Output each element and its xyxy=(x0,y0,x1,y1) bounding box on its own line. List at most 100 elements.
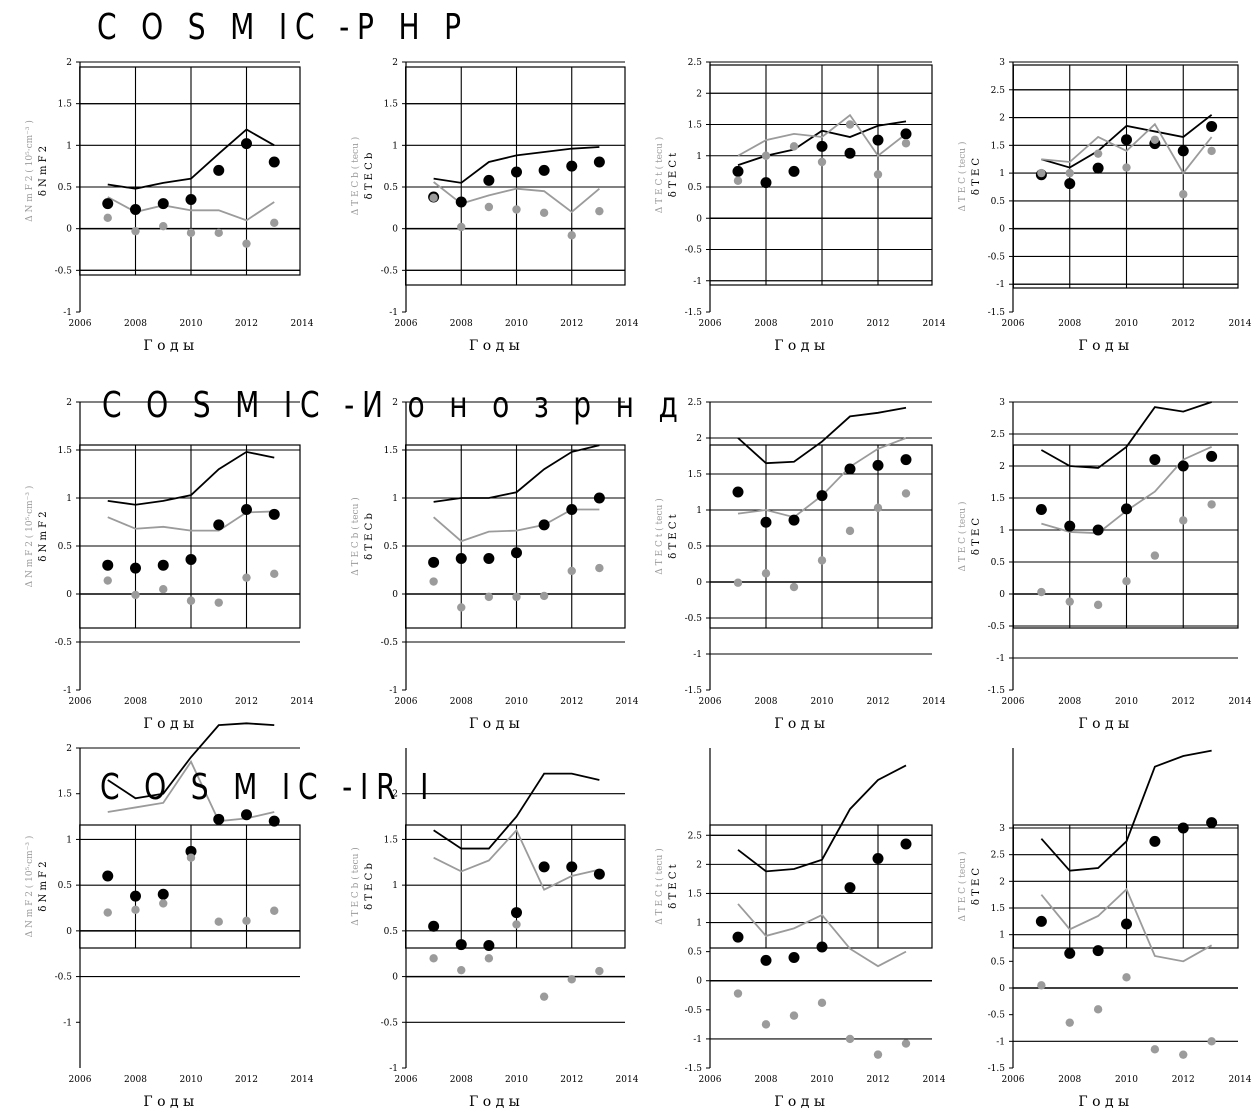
y-axis-label-delta-rel: δ T E C b xyxy=(364,513,375,560)
data-point-black xyxy=(1149,454,1161,466)
data-point-gray xyxy=(1122,577,1131,586)
y-tick-label: -0.5 xyxy=(55,638,73,648)
y-tick-label: -1 xyxy=(389,308,398,318)
data-point-gray xyxy=(761,569,771,578)
data-point-gray xyxy=(873,1050,883,1059)
data-point-gray xyxy=(429,577,438,586)
y-tick-label: 1 xyxy=(66,494,72,504)
x-tick-label: 2008 xyxy=(450,319,473,329)
x-tick-label: 2014 xyxy=(616,1075,639,1085)
x-axis-label: Г о д ы xyxy=(1078,716,1129,732)
y-axis-label-delta-rel: δ T E C b xyxy=(364,153,375,200)
y-tick-label: -1 xyxy=(996,1037,1005,1047)
y-tick-label: 1 xyxy=(392,141,398,151)
y-tick-label: 1.5 xyxy=(991,141,1006,151)
chart-9: -1 -0.5 0 0.5 1 1.5 2 2006 2008 2010 2012 2014 Г о д… xyxy=(24,722,314,1110)
x-tick-label: 2010 xyxy=(180,319,203,329)
y-tick-label: -1 xyxy=(389,686,398,696)
data-point-gray xyxy=(457,965,466,975)
y-tick-label: -0.5 xyxy=(988,252,1006,262)
chart-2: -1 -0.5 0 0.5 1 1.5 2 2006 2008 2010 2012 2014 Г о д… xyxy=(350,58,639,354)
data-point-black xyxy=(844,147,856,159)
data-point-gray xyxy=(429,193,438,203)
y-tick-label: 1 xyxy=(696,919,702,929)
plot-frame xyxy=(79,444,301,629)
y-axis-label-delta-abs: Δ T E C t ( tecu ) xyxy=(654,848,665,924)
y-tick-label: 0 xyxy=(696,977,702,987)
data-point-black xyxy=(566,861,578,873)
data-point-gray xyxy=(512,920,521,929)
row-title-iri: C O S M IC -IR I xyxy=(100,767,437,808)
y-tick-label: 0.5 xyxy=(991,957,1006,967)
data-point-gray xyxy=(270,218,279,228)
data-point-gray xyxy=(512,205,521,214)
data-point-black xyxy=(268,508,280,520)
y-tick-label: 1 xyxy=(66,835,72,845)
y-tick-label: 2.5 xyxy=(688,58,703,68)
y-tick-label: 2.5 xyxy=(688,831,703,841)
chart-3: -1.5 -1 -0.5 0 0.5 1 1.5 2 2.5 2006 2008 2010 2012 20… xyxy=(654,58,946,354)
y-tick-label: 0 xyxy=(66,590,72,600)
data-point-gray xyxy=(131,905,140,915)
y-axis-label-delta-abs: Δ T E C b ( tecu ) xyxy=(350,497,361,576)
y-tick-label: 0.5 xyxy=(58,183,73,193)
x-axis-label: Г о д ы xyxy=(143,338,194,354)
data-point-gray xyxy=(242,916,251,925)
y-tick-label: 0 xyxy=(392,590,398,600)
y-tick-label: -1 xyxy=(693,650,702,660)
data-point-black xyxy=(1206,120,1218,132)
y-tick-label: 2 xyxy=(999,877,1005,887)
x-tick-label: 2012 xyxy=(560,319,583,329)
y-tick-label: -0.5 xyxy=(381,266,399,276)
data-point-gray xyxy=(1150,551,1160,560)
x-tick-label: 2012 xyxy=(1172,319,1195,329)
data-point-black xyxy=(1121,503,1132,515)
data-point-gray xyxy=(817,998,827,1008)
y-tick-label: -0.5 xyxy=(55,266,73,276)
data-point-black xyxy=(844,463,856,475)
x-axis-label: Г о д ы xyxy=(774,1094,825,1110)
data-point-black xyxy=(1121,918,1132,930)
x-tick-label: 2014 xyxy=(291,697,314,707)
y-tick-label: 0 xyxy=(696,214,702,224)
y-axis-label-delta-rel: δ N m F 2 xyxy=(38,146,49,196)
y-tick-label: 1.5 xyxy=(991,904,1006,914)
y-tick-label: -1.5 xyxy=(685,1064,703,1074)
y-tick-label: 1.5 xyxy=(58,446,73,456)
y-axis-label-delta-rel: δ T E C xyxy=(971,158,982,196)
data-point-black xyxy=(157,559,169,571)
data-point-black xyxy=(538,861,550,873)
data-point-gray xyxy=(1037,981,1046,990)
data-point-gray xyxy=(1037,587,1046,597)
x-tick-label: 2010 xyxy=(505,697,528,707)
y-tick-label: 1.5 xyxy=(58,790,73,800)
data-point-black xyxy=(483,939,495,951)
data-point-black xyxy=(760,177,772,189)
data-point-gray xyxy=(789,1011,799,1020)
data-point-gray xyxy=(1179,1050,1188,1059)
y-tick-label: -0.5 xyxy=(685,614,703,624)
data-point-gray xyxy=(845,1034,855,1044)
y-tick-label: 2 xyxy=(392,58,398,68)
data-point-black xyxy=(213,164,225,176)
data-point-black xyxy=(538,164,550,176)
data-point-gray xyxy=(817,556,827,565)
data-point-black xyxy=(1177,822,1189,834)
x-tick-label: 2008 xyxy=(450,1075,473,1085)
y-axis-label-delta-rel: δ T E C xyxy=(971,518,982,556)
data-point-gray xyxy=(186,228,196,238)
y-tick-label: 0 xyxy=(392,225,398,235)
y-axis-label-delta-rel: δ N m F 2 xyxy=(38,511,49,561)
data-point-black xyxy=(900,838,912,850)
data-point-gray xyxy=(539,591,549,601)
data-point-black xyxy=(732,931,744,943)
data-point-black xyxy=(1177,460,1189,472)
data-point-black xyxy=(511,907,522,919)
x-tick-label: 2006 xyxy=(1002,319,1025,329)
data-point-gray xyxy=(1093,600,1103,610)
data-point-gray xyxy=(539,208,549,218)
data-point-black xyxy=(593,868,605,880)
y-tick-label: -1 xyxy=(63,308,72,318)
data-point-gray xyxy=(484,954,494,963)
x-tick-label: 2010 xyxy=(1115,319,1138,329)
